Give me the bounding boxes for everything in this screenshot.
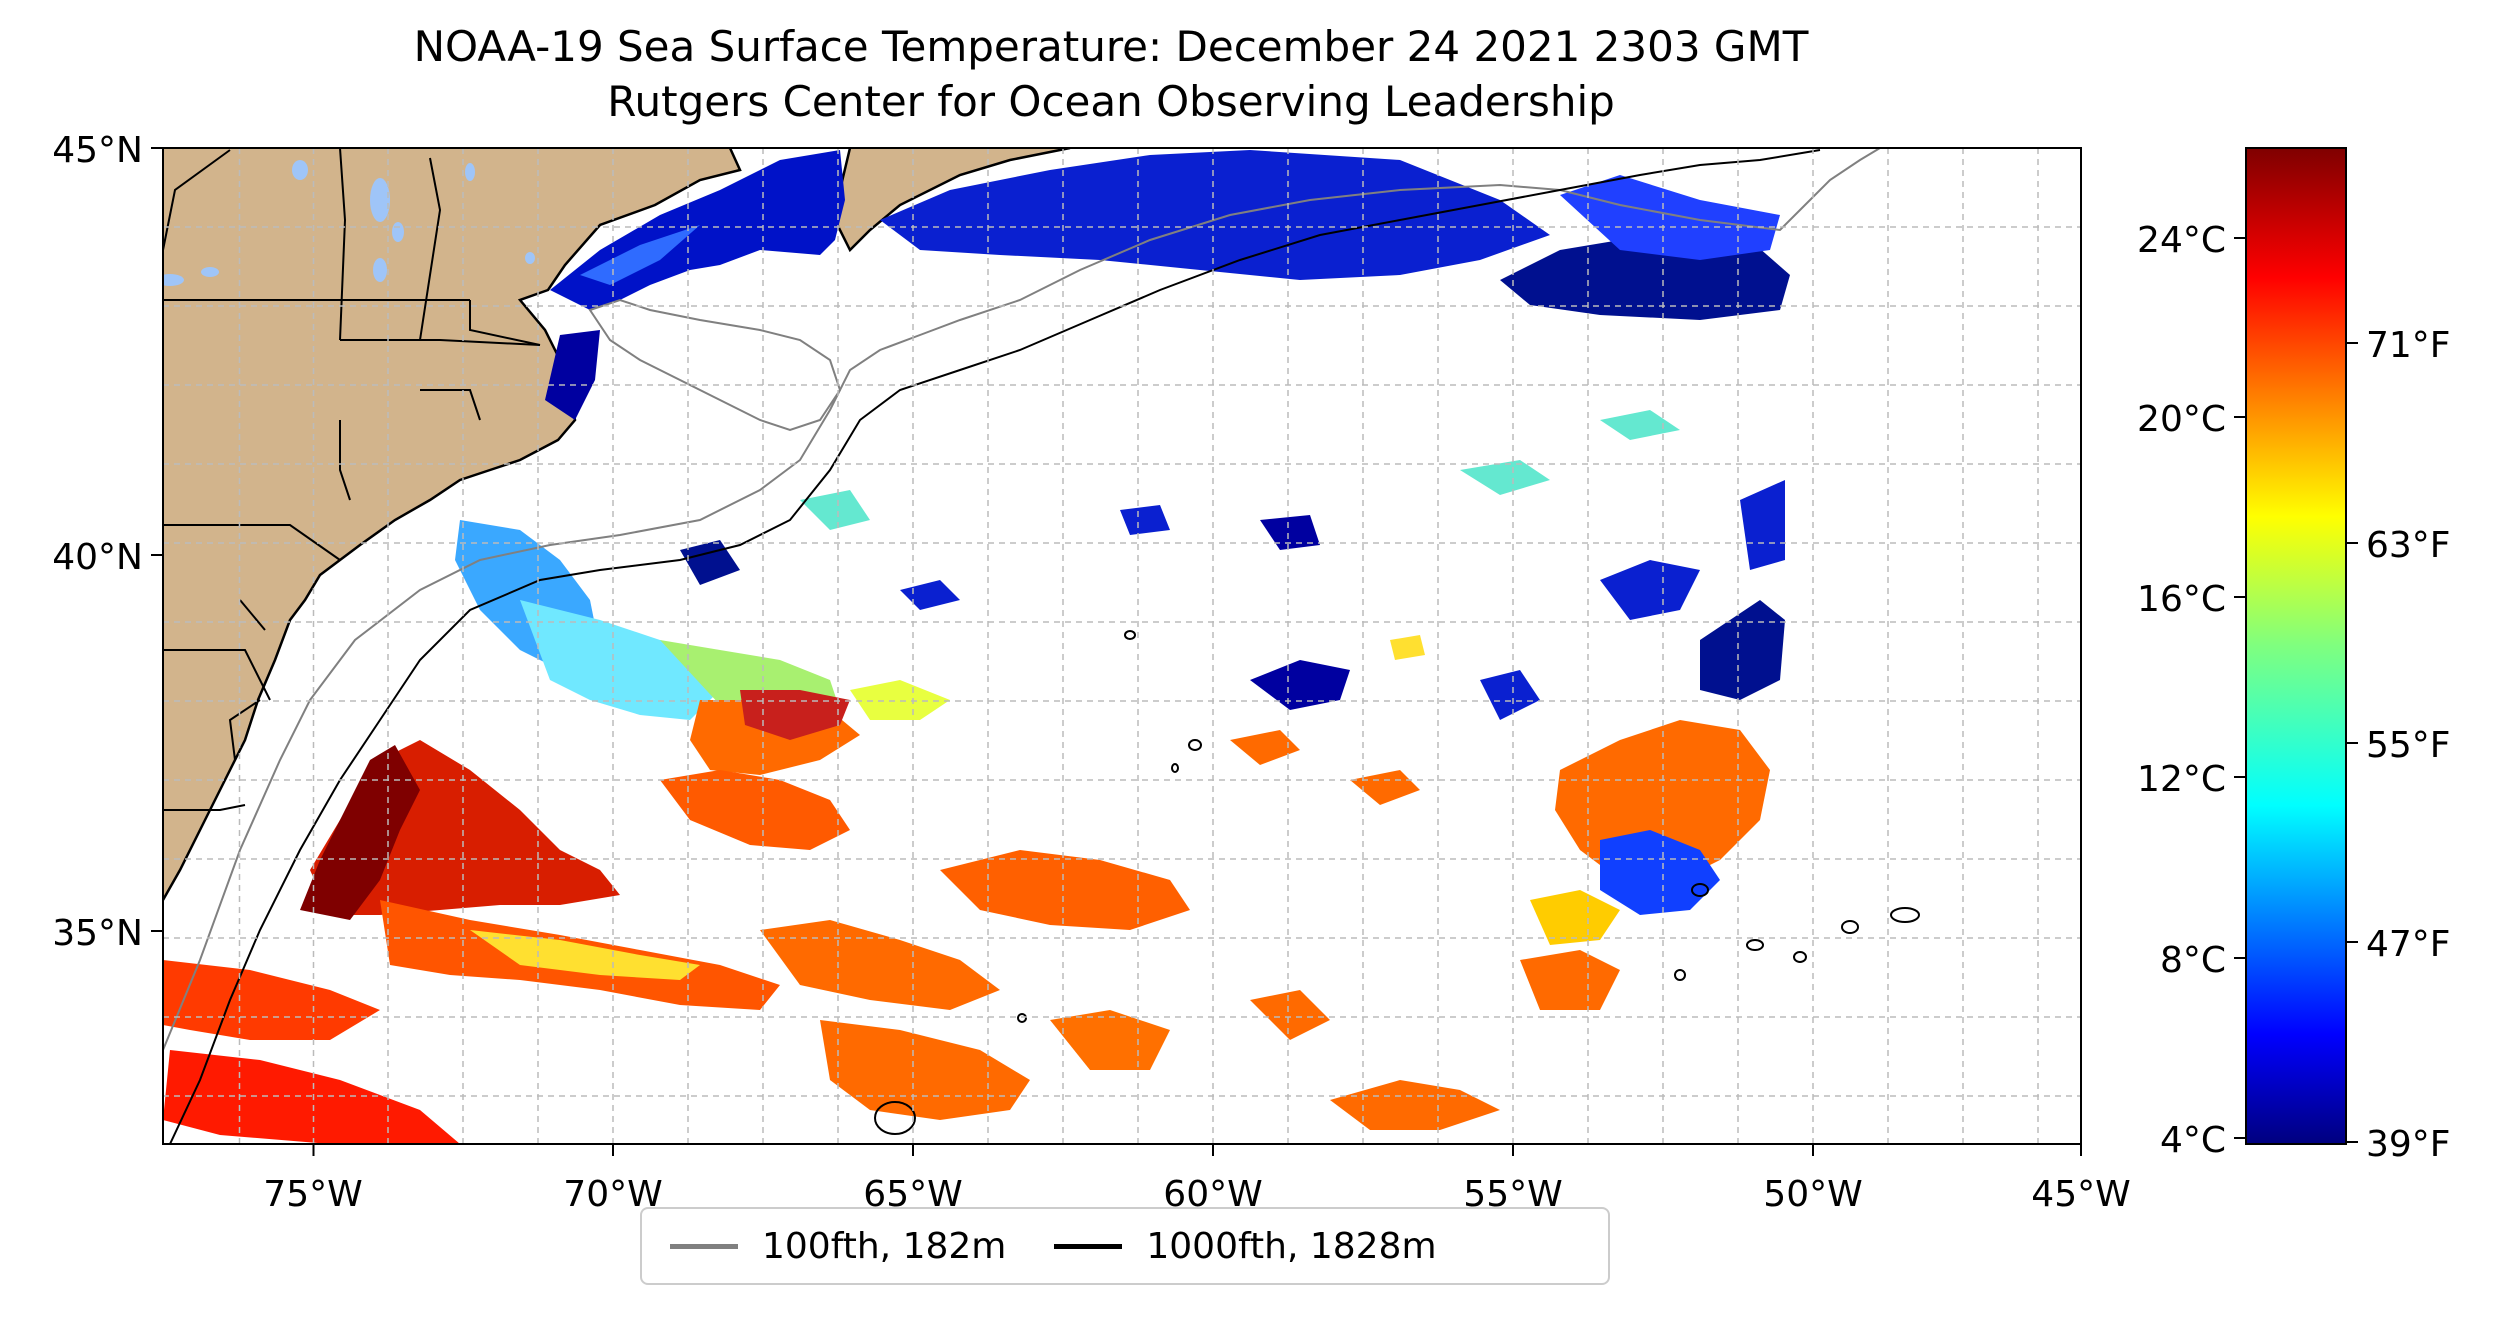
isobath-100fth [588,298,842,432]
map-title-line2: Rutgers Center for Ocean Observing Leade… [607,77,1615,126]
lon-label: 50°W [1763,1174,1862,1215]
coastline [163,148,742,901]
colorbar-celsius-label: 12°C [2137,759,2226,800]
colorbar-fahrenheit-label: 63°F [2366,525,2451,566]
graticule [163,148,2081,1144]
lon-label: 75°W [263,1174,362,1215]
axis-ticks [151,147,2082,1156]
lat-label: 45°N [52,130,143,171]
colorbar-fahrenheit-label: 55°F [2366,725,2451,766]
colorbar-celsius-label: 8°C [2160,940,2226,981]
state-borders [163,148,541,811]
colorbar-fahrenheit-label: 47°F [2366,924,2451,965]
legend-line-black [1054,1243,1123,1249]
colorbar-celsius-label: 4°C [2160,1120,2226,1161]
land-mass [163,148,740,900]
legend-label: 100fth, 182m [762,1225,1007,1267]
legend-item-1000fth: 1000fth, 1828m [1054,1225,1437,1267]
colorbar-celsius-label: 24°C [2137,220,2226,261]
isobath-1000fth [169,149,1821,1144]
lat-label: 35°N [52,913,143,954]
colorbar-celsius-label: 20°C [2137,399,2226,440]
legend-label: 1000fth, 1828m [1146,1225,1437,1267]
legend-line-gray [670,1243,738,1249]
land-mass [835,148,1070,250]
isobath-legend: 100fth, 182m 1000fth, 1828m [640,1207,1610,1285]
map-frame [162,147,2082,1145]
map-title-line1: NOAA-19 Sea Surface Temperature: Decembe… [413,22,1809,71]
colorbar-ticks [2234,237,2358,1143]
colorbar [2245,147,2347,1145]
seamounts [874,630,1920,1135]
lake-layer [163,160,535,286]
colorbar-celsius-label: 16°C [2137,579,2226,620]
isobath-100fth [163,148,1881,1051]
lat-label: 40°N [52,537,143,578]
colorbar-fahrenheit-label: 39°F [2366,1124,2451,1165]
lon-label: 45°W [2031,1174,2130,1215]
legend-item-100fth: 100fth, 182m [670,1226,1006,1267]
colorbar-fahrenheit-label: 71°F [2366,325,2451,366]
map-data-layer [163,148,2081,1144]
